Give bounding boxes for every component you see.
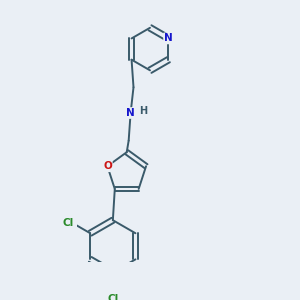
Text: N: N <box>164 33 173 43</box>
Text: H: H <box>139 106 147 116</box>
Text: O: O <box>103 161 112 171</box>
Text: Cl: Cl <box>63 218 74 228</box>
Text: N: N <box>126 108 135 118</box>
Text: Cl: Cl <box>107 293 118 300</box>
